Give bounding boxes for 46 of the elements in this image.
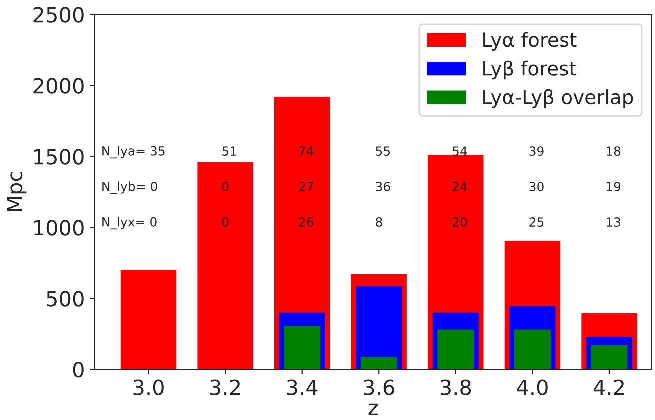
bar [198, 162, 254, 370]
annotation: 51 [222, 146, 236, 156]
bar [360, 358, 398, 370]
annotation: 55 [376, 146, 390, 156]
x-tick-label: 4.0 [517, 380, 548, 396]
x-axis-title: z [368, 404, 378, 416]
bar [284, 326, 321, 370]
annotation: 24 [452, 182, 468, 192]
annotation: 8 [376, 218, 382, 228]
annotation: 13 [606, 218, 620, 228]
y-tick-label: 0 [73, 362, 84, 378]
y-tick-label: 1000 [34, 220, 84, 236]
annotation: 0 [222, 182, 229, 192]
x-tick-label: 3.8 [440, 380, 472, 396]
x-tick-label: 3.6 [364, 380, 394, 396]
annotation: 30 [530, 182, 544, 192]
x-tick-label: 3.0 [134, 380, 164, 396]
legend-label: Lyβ forest [484, 60, 576, 80]
y-axis-title: Mpc [7, 172, 27, 212]
annotation: 74 [299, 146, 314, 156]
annotation: 20 [452, 218, 468, 228]
annotation: N_lyx= 0 [102, 217, 157, 230]
y-tick-label: 2000 [34, 78, 84, 94]
annotation: N_lyb= 0 [102, 182, 158, 194]
annotation: 26 [299, 218, 314, 228]
legend-label: Lyα-Lyβ overlap [484, 89, 634, 108]
annotation: 27 [299, 182, 314, 192]
annotation: 25 [530, 218, 544, 228]
annotation: 19 [606, 182, 621, 192]
bar [438, 330, 474, 370]
x-tick-label: 4.2 [594, 380, 624, 396]
x-tick-label: 3.4 [287, 380, 318, 396]
bar [120, 270, 177, 370]
annotation: 39 [530, 146, 544, 156]
y-tick-label: 1500 [34, 149, 84, 165]
bar [514, 330, 551, 370]
x-tick-label: 3.2 [210, 380, 240, 396]
annotation: 0 [222, 218, 229, 228]
annotation: 54 [452, 146, 468, 156]
legend-label: Lyα forest [484, 32, 577, 52]
annotation: 18 [606, 146, 621, 156]
y-tick-label: 500 [47, 291, 84, 307]
annotation: N_lya= 35 [102, 146, 165, 159]
bar [591, 345, 628, 370]
annotation: 36 [376, 182, 390, 192]
y-tick-label: 2500 [34, 7, 84, 23]
